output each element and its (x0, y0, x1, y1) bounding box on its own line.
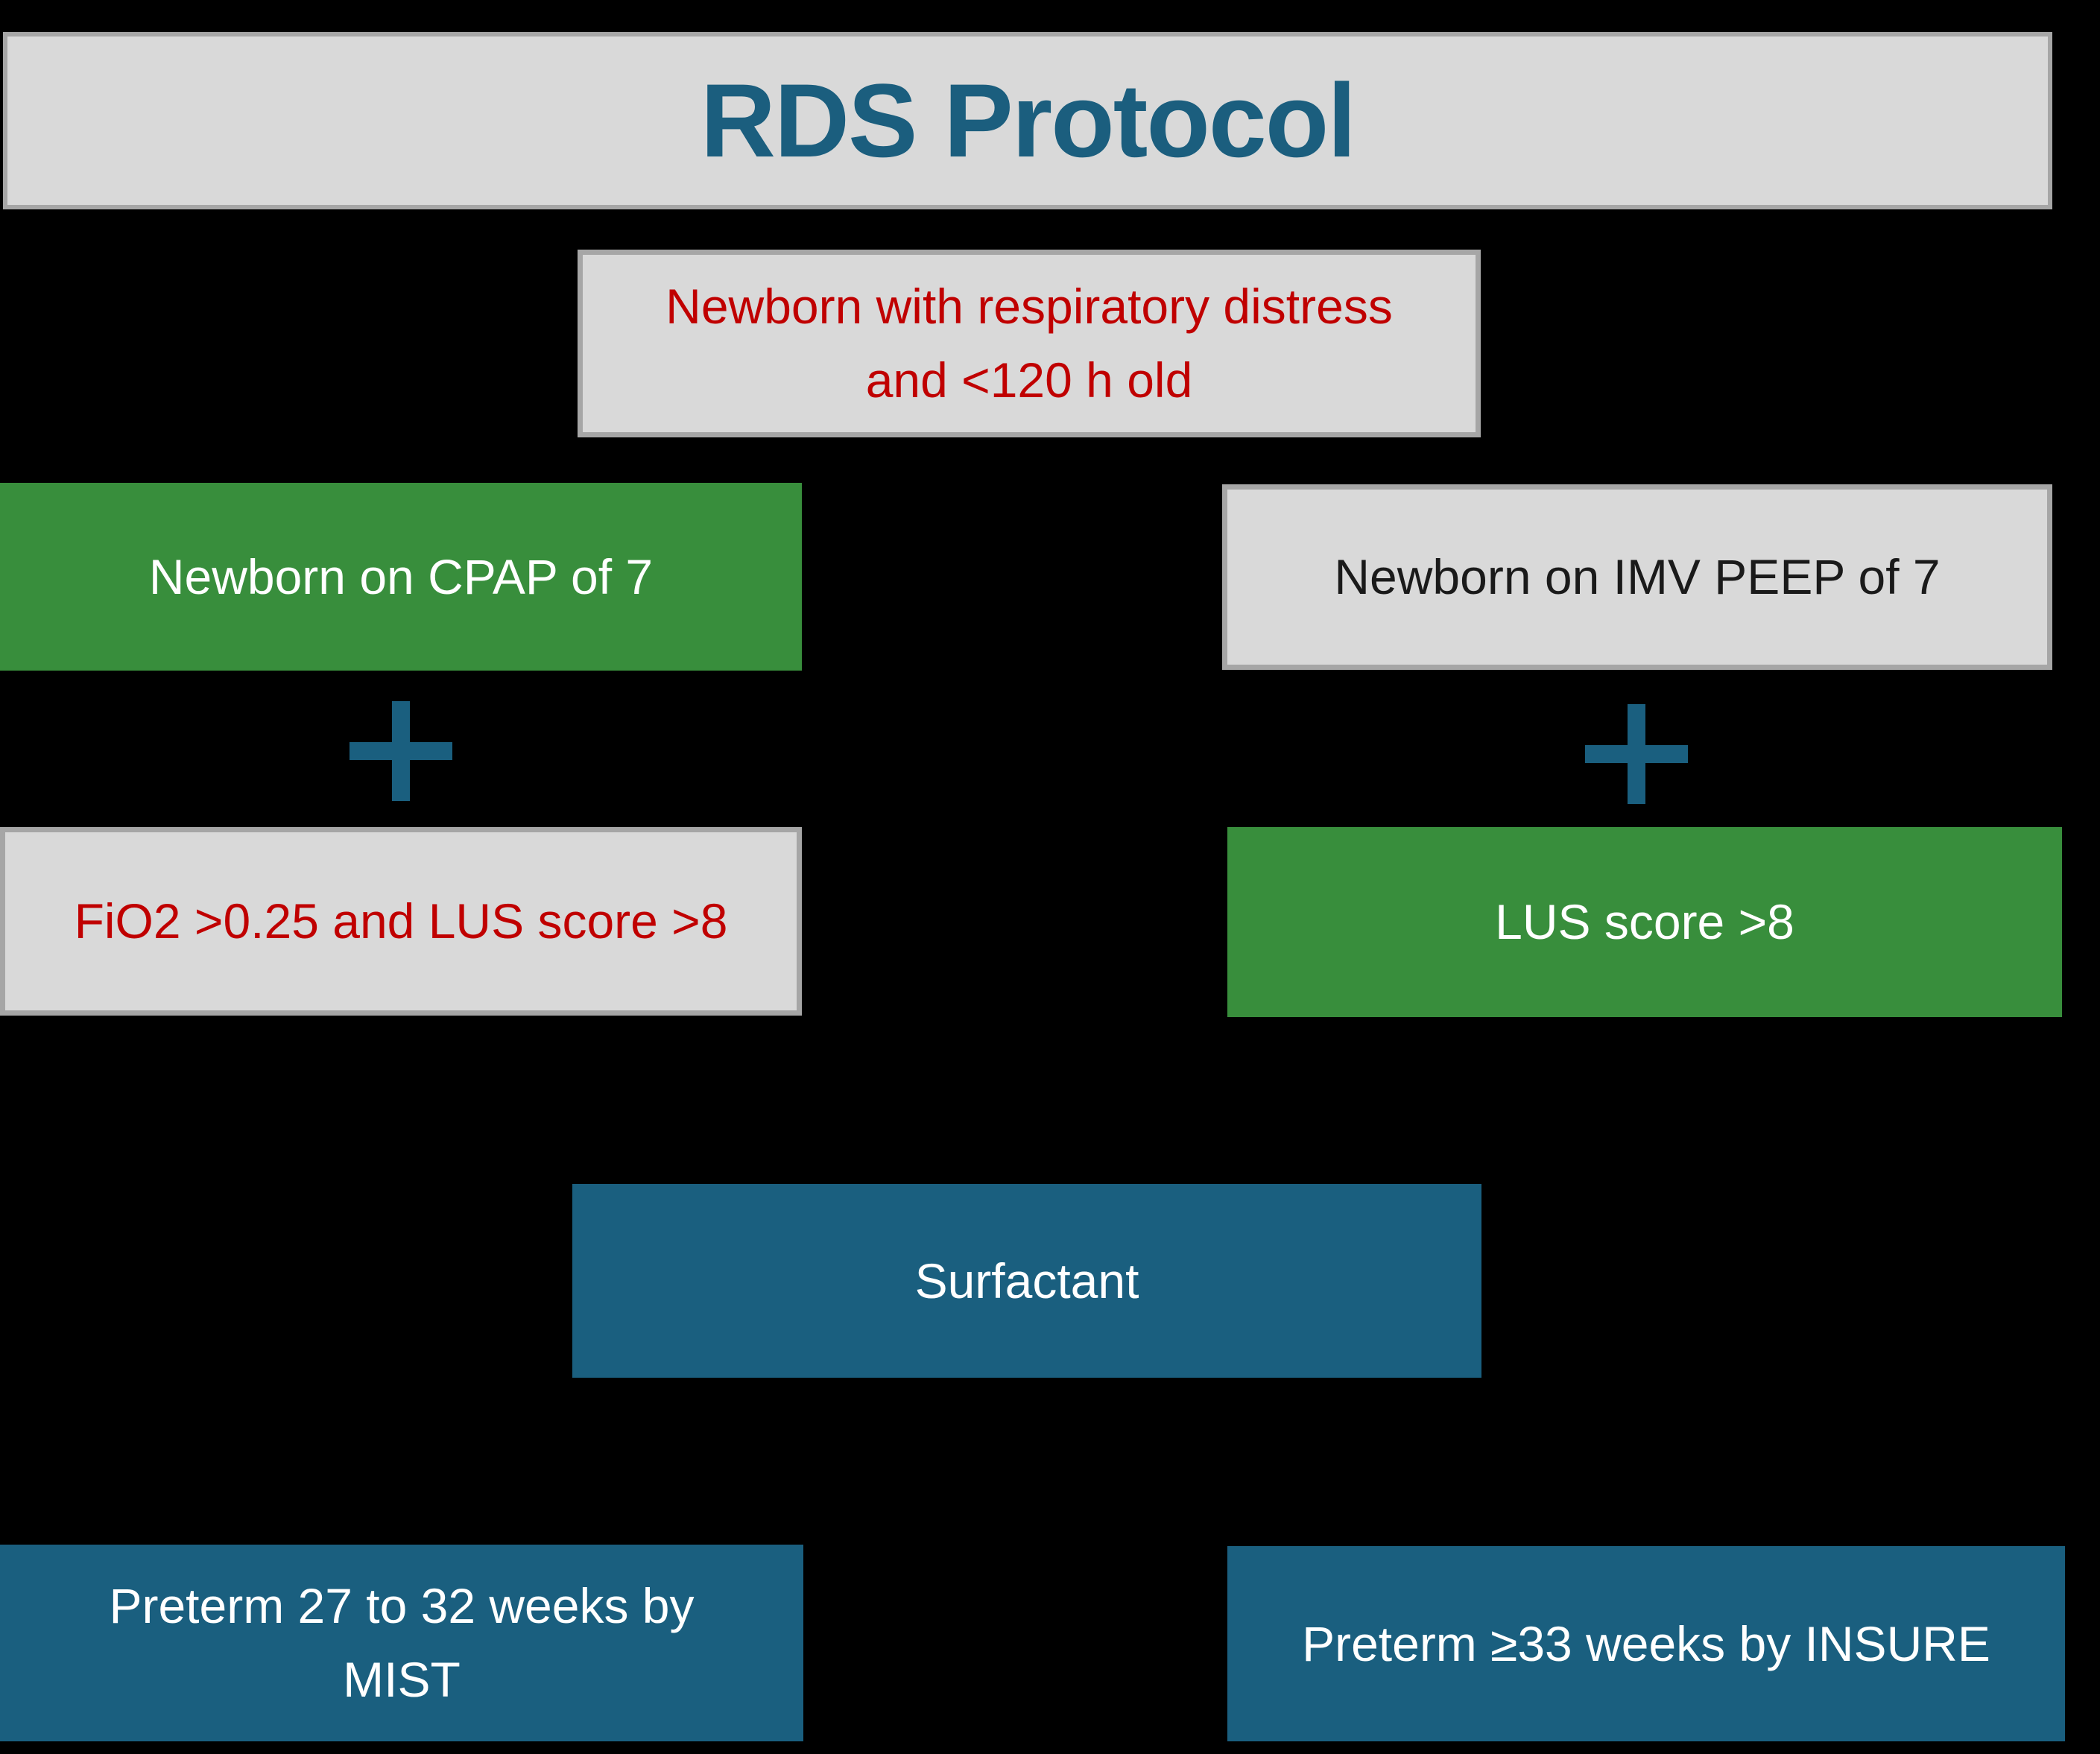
edge-surfactant-to-mist (408, 1371, 1028, 1557)
edge-distress-to-imv (1028, 436, 1637, 485)
node-lus-criteria-label: LUS score >8 (1495, 894, 1794, 949)
node-lus-criteria: LUS score >8 (1227, 827, 2062, 1017)
node-preterm-mist: Preterm 27 to 32 weeks by MIST (0, 1545, 803, 1741)
plus-vertical-bar (392, 701, 410, 801)
node-fio2-criteria: FiO2 >0.25 and LUS score >8 (0, 827, 802, 1016)
node-newborn-cpap-label: Newborn on CPAP of 7 (148, 548, 654, 604)
node-newborn-distress-label: Newborn with respiratory distress and <1… (665, 279, 1393, 408)
page-title: RDS Protocol (700, 62, 1356, 179)
edge-lus-to-surfactant (1039, 1002, 1638, 1196)
plus-icon (1585, 704, 1688, 804)
edge-distress-to-cpap (400, 436, 1029, 484)
plus-vertical-bar (1628, 704, 1645, 804)
edge-fio2-to-surfactant (401, 1002, 1015, 1196)
node-preterm-mist-label: Preterm 27 to 32 weeks by MIST (109, 1578, 695, 1707)
title-banner: RDS Protocol (3, 32, 2052, 209)
node-newborn-imv: Newborn on IMV PEEP of 7 (1222, 484, 2052, 670)
node-preterm-insure-label: Preterm ≥33 weeks by INSURE (1302, 1615, 1990, 1671)
edge-surfactant-to-insure (1025, 1371, 1637, 1557)
node-newborn-imv-label: Newborn on IMV PEEP of 7 (1334, 549, 1941, 604)
node-newborn-distress: Newborn with respiratory distress and <1… (578, 250, 1481, 437)
node-surfactant-label: Surfactant (914, 1253, 1139, 1308)
node-surfactant: Surfactant (572, 1184, 1481, 1378)
node-newborn-cpap: Newborn on CPAP of 7 (0, 483, 802, 671)
plus-icon (350, 701, 452, 801)
node-fio2-criteria-label: FiO2 >0.25 and LUS score >8 (74, 893, 728, 949)
node-preterm-insure: Preterm ≥33 weeks by INSURE (1227, 1546, 2065, 1741)
